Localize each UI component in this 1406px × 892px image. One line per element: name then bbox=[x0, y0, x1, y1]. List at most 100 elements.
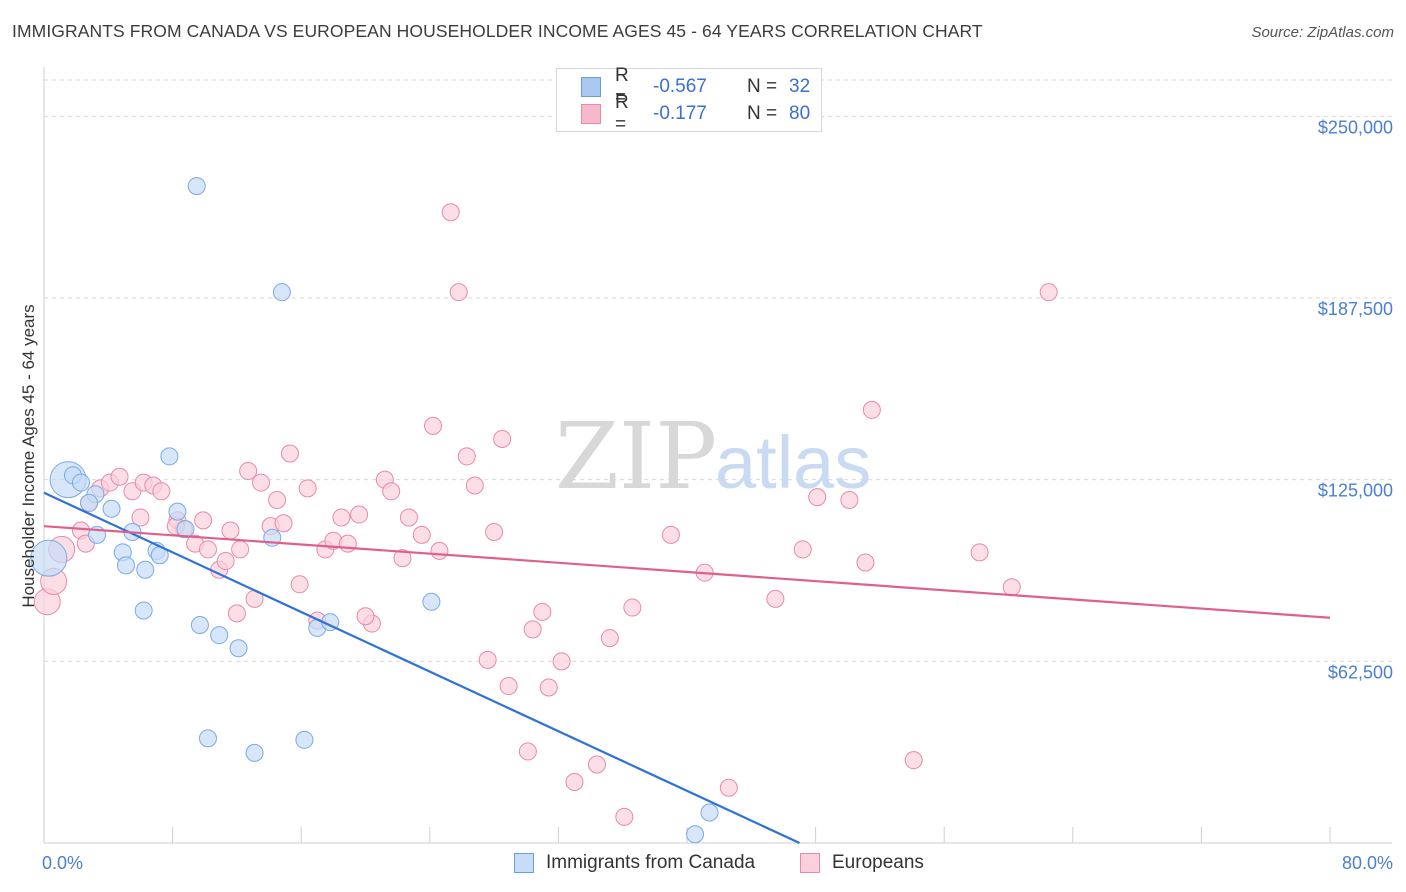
european-point bbox=[523, 620, 542, 639]
y-axis-label: Householder Income Ages 45 - 64 years bbox=[19, 304, 38, 607]
european-point bbox=[274, 514, 293, 533]
y-tick-label: $250,000 bbox=[1318, 117, 1393, 137]
x-tick-label: 0.0% bbox=[42, 853, 83, 873]
european-point bbox=[565, 772, 584, 791]
european-point bbox=[350, 505, 369, 524]
canada-point bbox=[229, 639, 248, 658]
european-point bbox=[280, 444, 299, 463]
european-point bbox=[216, 552, 235, 571]
canada-point bbox=[136, 560, 155, 579]
european-point bbox=[152, 482, 171, 501]
legend-r-value: -0.177 bbox=[653, 103, 707, 124]
european-point bbox=[268, 491, 287, 510]
canada-point bbox=[190, 616, 209, 634]
european-point bbox=[719, 778, 738, 797]
source-note: Source: ZipAtlas.com bbox=[1251, 24, 1394, 41]
legend-r-value: -0.567 bbox=[653, 76, 707, 97]
canada-point bbox=[686, 825, 705, 844]
watermark: ZIP atlas bbox=[555, 403, 871, 510]
canada-point bbox=[187, 177, 206, 196]
european-point bbox=[252, 473, 271, 492]
european-point bbox=[533, 602, 552, 621]
european-point bbox=[298, 479, 317, 498]
european-point bbox=[856, 553, 875, 572]
european-point bbox=[449, 283, 468, 302]
legend-swatch-canada bbox=[514, 853, 534, 873]
european-point bbox=[661, 525, 680, 544]
series-legend: Immigrants from Canada Europeans bbox=[0, 852, 1406, 878]
canada-point bbox=[700, 803, 719, 822]
european-point bbox=[194, 511, 213, 530]
legend-n-value: 80 bbox=[789, 103, 811, 124]
european-point bbox=[338, 534, 357, 553]
european-point bbox=[539, 678, 558, 697]
european-point bbox=[518, 742, 537, 761]
canada-point bbox=[245, 743, 264, 762]
y-tick-label: $125,000 bbox=[1318, 481, 1393, 501]
european-point bbox=[499, 677, 518, 696]
y-tick-label: $62,500 bbox=[1328, 662, 1393, 682]
canada-point bbox=[102, 499, 121, 518]
european-point bbox=[290, 575, 309, 594]
european-point bbox=[110, 467, 129, 486]
european-point bbox=[766, 589, 785, 608]
european-point bbox=[198, 540, 217, 559]
trend-lines bbox=[43, 491, 1331, 844]
european-point bbox=[1039, 283, 1058, 302]
european-point bbox=[862, 400, 881, 419]
legend-swatch-europeans bbox=[800, 853, 820, 873]
european-point bbox=[840, 491, 859, 510]
european-point bbox=[412, 525, 431, 544]
legend-swatch-europeans bbox=[581, 104, 601, 124]
european-point bbox=[424, 416, 443, 435]
european-point bbox=[239, 461, 258, 480]
canada-point bbox=[71, 473, 90, 492]
tick-labels: $62,500 $125,000 $187,500 $250,000 0.0% 80.0% bbox=[42, 117, 1393, 873]
canada-trend-line bbox=[43, 491, 800, 844]
europeans-trend-line bbox=[43, 525, 1331, 619]
legend-label-europeans: Europeans bbox=[832, 852, 924, 873]
canada-point bbox=[210, 626, 229, 645]
canada-point bbox=[198, 729, 217, 748]
european-point bbox=[623, 598, 642, 617]
legend-item-europeans[interactable]: Europeans bbox=[800, 852, 924, 874]
european-point bbox=[457, 447, 476, 466]
european-point bbox=[808, 488, 827, 507]
legend-n-label: N = bbox=[747, 103, 778, 124]
canada-point bbox=[295, 730, 314, 749]
european-point bbox=[231, 540, 250, 559]
european-point bbox=[356, 607, 375, 626]
canada-point bbox=[176, 520, 195, 539]
x-tick-label: 80.0% bbox=[1342, 853, 1393, 873]
european-point bbox=[131, 508, 150, 527]
legend-r-label: R = bbox=[615, 65, 629, 108]
european-point bbox=[587, 755, 606, 774]
axes bbox=[43, 67, 1392, 844]
european-point bbox=[552, 652, 571, 671]
european-point bbox=[221, 521, 240, 540]
canada-point bbox=[422, 592, 441, 611]
legend-r-label: R = bbox=[615, 92, 629, 135]
european-point bbox=[227, 604, 246, 623]
canada-point bbox=[116, 556, 135, 575]
european-point bbox=[399, 508, 418, 527]
european-point bbox=[615, 807, 634, 826]
european-point bbox=[970, 543, 989, 562]
european-point bbox=[441, 203, 460, 222]
legend-swatch-canada bbox=[581, 77, 601, 97]
legend-n-label: N = bbox=[747, 76, 778, 97]
european-point bbox=[478, 650, 497, 669]
legend-n-value: 32 bbox=[789, 76, 811, 97]
european-point bbox=[393, 549, 412, 568]
european-point bbox=[493, 429, 512, 448]
canada-point bbox=[168, 502, 187, 521]
european-point bbox=[465, 476, 484, 495]
european-point bbox=[485, 522, 504, 541]
european-point bbox=[332, 508, 351, 527]
data-points bbox=[30, 177, 1058, 844]
legend-item-canada[interactable]: Immigrants from Canada bbox=[514, 852, 755, 874]
watermark-zip: ZIP bbox=[555, 403, 717, 510]
chart-title: IMMIGRANTS FROM CANADA VS EUROPEAN HOUSE… bbox=[12, 21, 983, 41]
y-tick-label: $187,500 bbox=[1318, 299, 1393, 319]
